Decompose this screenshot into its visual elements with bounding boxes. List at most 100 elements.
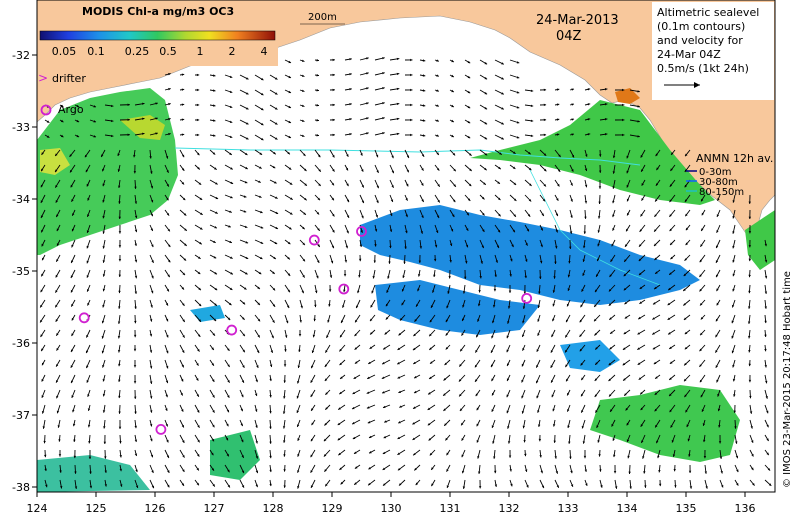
velocity-arrow-head xyxy=(133,365,137,368)
velocity-arrow-head xyxy=(310,485,314,488)
velocity-arrow-head xyxy=(168,87,171,91)
velocity-arrow-head xyxy=(55,304,58,308)
velocity-arrow-head xyxy=(482,212,485,216)
velocity-arrow-head xyxy=(56,259,59,262)
velocity-arrow-head xyxy=(715,318,719,322)
velocity-arrow-head xyxy=(182,272,185,276)
velocity-arrow-head xyxy=(42,362,45,366)
velocity-arrow-head xyxy=(570,215,573,218)
velocity-arrow-head xyxy=(213,74,216,77)
velocity-arrow-head xyxy=(288,90,291,94)
velocity-arrow-head xyxy=(491,364,494,368)
velocity-arrow-head xyxy=(474,364,478,368)
velocity-arrow-head xyxy=(568,441,571,444)
velocity-arrow-head xyxy=(274,181,277,184)
velocity-arrow-head xyxy=(612,228,615,231)
velocity-arrow-head xyxy=(345,167,348,171)
velocity-arrow-head xyxy=(273,151,276,155)
colorbar-tick-label: 0.25 xyxy=(125,45,150,58)
velocity-arrow-head xyxy=(446,469,449,472)
velocity-arrow-head xyxy=(406,183,409,187)
velocity-arrow-head xyxy=(324,469,327,472)
y-tick-label: -33 xyxy=(12,121,30,134)
colorbar: MODIS Chl-a mg/m3 OC3 0.05 0.1 0.25 0.5 1 2 4 xyxy=(38,2,278,66)
velocity-arrow-head xyxy=(699,274,702,277)
velocity-arrow-head xyxy=(212,152,216,155)
velocity-arrow-head xyxy=(622,362,626,366)
velocity-arrow-head xyxy=(764,348,767,352)
velocity-arrow-head xyxy=(396,57,400,61)
velocity-arrow-head xyxy=(626,439,630,442)
velocity-arrow-head xyxy=(622,347,626,350)
velocity-arrow-head xyxy=(352,391,356,394)
velocity-arrow-head xyxy=(747,321,751,324)
velocity-arrow-head xyxy=(543,168,547,172)
velocity-arrow-head xyxy=(339,362,342,366)
velocity-arrow-head xyxy=(274,107,278,110)
velocity-arrow-head xyxy=(272,271,275,274)
velocity-arrow-head xyxy=(611,424,614,427)
anmn-entry-1: 0-30m xyxy=(699,167,731,178)
velocity-arrow-head xyxy=(587,118,591,121)
velocity-arrow-head xyxy=(270,350,273,353)
velocity-arrow-head xyxy=(150,171,153,174)
velocity-arrow-head xyxy=(475,393,478,397)
velocity-arrow-head xyxy=(274,137,278,140)
velocity-arrow-head xyxy=(538,291,541,294)
velocity-arrow-head xyxy=(685,153,688,157)
velocity-arrow-head xyxy=(669,377,672,380)
velocity-arrow-head xyxy=(476,334,479,338)
velocity-arrow-head xyxy=(553,276,556,279)
velocity-arrow-head xyxy=(214,287,218,291)
velocity-arrow-head xyxy=(69,154,72,157)
velocity-arrow-head xyxy=(243,287,247,290)
velocity-arrow-head xyxy=(375,154,379,158)
velocity-arrow-head xyxy=(731,350,735,354)
velocity-arrow-head xyxy=(324,378,328,381)
velocity-arrow-head xyxy=(736,483,739,486)
velocity-arrow-head xyxy=(181,154,185,158)
velocity-arrow-head xyxy=(272,320,275,323)
x-tick-label: 136 xyxy=(735,502,756,515)
velocity-arrow-head xyxy=(462,305,465,308)
velocity-arrow-head xyxy=(167,470,170,473)
velocity-arrow-head xyxy=(429,347,432,350)
velocity-arrow-head xyxy=(86,230,90,233)
velocity-arrow-head xyxy=(214,303,217,306)
velocity-arrow-head xyxy=(542,198,546,202)
velocity-arrow-head xyxy=(56,410,60,414)
velocity-arrow-head xyxy=(88,456,92,459)
velocity-arrow-head xyxy=(198,303,202,307)
scale-arrow-head xyxy=(694,82,700,88)
velocity-arrow-head xyxy=(597,243,600,247)
velocity-arrow-head xyxy=(181,73,185,76)
velocity-arrow-head xyxy=(346,230,349,234)
velocity-arrow-head xyxy=(656,167,659,171)
velocity-arrow-head xyxy=(255,409,258,412)
velocity-arrow-head xyxy=(466,228,469,231)
velocity-arrow-head xyxy=(41,411,45,414)
velocity-arrow-head xyxy=(624,301,627,305)
velocity-arrow-head xyxy=(448,276,451,279)
velocity-arrow-head xyxy=(469,168,472,171)
velocity-arrow-head xyxy=(459,408,463,411)
velocity-arrow-head xyxy=(346,183,349,187)
velocity-arrow-head xyxy=(196,482,199,486)
velocity-arrow-head xyxy=(212,333,215,336)
velocity-arrow-head xyxy=(70,289,74,293)
velocity-arrow-head xyxy=(552,408,555,412)
velocity-arrow-head xyxy=(510,483,513,487)
velocity-arrow-head xyxy=(41,168,44,172)
velocity-arrow-head xyxy=(301,89,305,92)
velocity-arrow-head xyxy=(257,286,260,289)
velocity-arrow-head xyxy=(242,365,245,368)
velocity-arrow-head xyxy=(654,257,657,260)
velocity-arrow-head xyxy=(197,167,200,170)
velocity-arrow-head xyxy=(40,200,43,203)
velocity-arrow-head xyxy=(56,228,59,232)
velocity-arrow-head xyxy=(274,122,278,125)
velocity-arrow-head xyxy=(582,441,586,444)
velocity-arrow-head xyxy=(56,348,59,351)
velocity-arrow-head xyxy=(595,289,598,293)
